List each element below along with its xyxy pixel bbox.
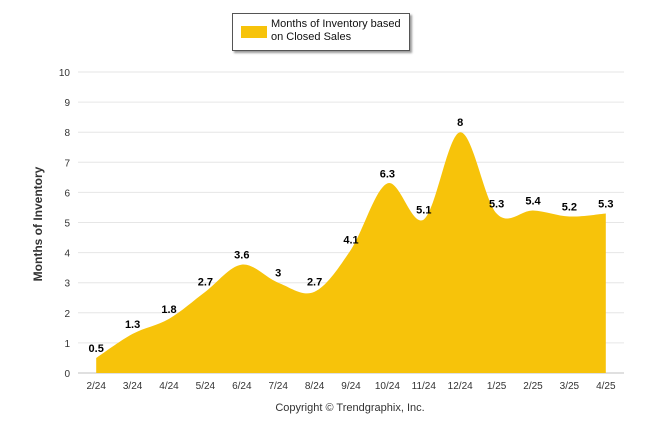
y-tick-label: 2 bbox=[64, 309, 70, 320]
x-tick-label: 12/24 bbox=[448, 381, 473, 392]
x-tick-label: 5/24 bbox=[196, 381, 216, 392]
data-label: 1.8 bbox=[161, 304, 176, 316]
x-tick-label: 3/24 bbox=[123, 381, 143, 392]
y-tick-label: 9 bbox=[64, 98, 70, 109]
x-tick-label: 8/24 bbox=[305, 381, 325, 392]
x-tick-label: 2/24 bbox=[86, 381, 106, 392]
legend-label: Months of Inventory based on Closed Sale… bbox=[271, 18, 401, 43]
y-tick-label: 0 bbox=[64, 369, 70, 380]
x-tick-label: 9/24 bbox=[341, 381, 361, 392]
y-tick-label: 7 bbox=[64, 158, 70, 169]
x-tick-label: 6/24 bbox=[232, 381, 252, 392]
x-tick-labels: 2/24 3/24 4/24 5/24 6/24 7/24 8/24 9/24 10/24 11/… bbox=[86, 381, 616, 392]
y-tick-label: 6 bbox=[64, 188, 70, 199]
data-label: 1.3 bbox=[125, 319, 140, 331]
y-tick-labels: 0 1 2 3 4 5 6 7 8 9 10 bbox=[59, 68, 71, 380]
series-area bbox=[96, 132, 606, 373]
data-label: 4.1 bbox=[343, 235, 358, 247]
x-tick-label: 1/25 bbox=[487, 381, 507, 392]
data-label: 2.7 bbox=[198, 277, 213, 289]
y-tick-label: 10 bbox=[59, 68, 71, 79]
x-tick-label: 11/24 bbox=[412, 381, 437, 392]
data-label: 5.2 bbox=[562, 201, 577, 213]
data-labels: 0.5 1.3 1.8 2.7 3.6 3 2.7 4.1 6.3 5.1 8 5.3 5.4 5.2 5.… bbox=[89, 117, 614, 355]
x-tick-label: 4/25 bbox=[596, 381, 616, 392]
y-tick-label: 5 bbox=[64, 219, 70, 230]
data-label: 2.7 bbox=[307, 277, 322, 289]
x-tick-label: 10/24 bbox=[375, 381, 400, 392]
y-tick-label: 1 bbox=[64, 339, 70, 350]
y-tick-label: 4 bbox=[64, 249, 70, 260]
data-label: 5.4 bbox=[525, 195, 541, 207]
data-label: 5.1 bbox=[416, 204, 431, 216]
x-tick-label: 2/25 bbox=[523, 381, 543, 392]
data-label: 3 bbox=[275, 268, 281, 280]
data-label: 3.6 bbox=[234, 250, 249, 262]
x-tick-label: 4/24 bbox=[159, 381, 179, 392]
data-label: 5.3 bbox=[598, 198, 613, 210]
y-axis-label: Months of Inventory bbox=[31, 166, 45, 282]
copyright: Copyright © Trendgraphix, Inc. bbox=[275, 402, 425, 414]
data-label: 5.3 bbox=[489, 198, 504, 210]
legend-swatch bbox=[241, 26, 267, 38]
y-tick-label: 3 bbox=[64, 279, 70, 290]
x-tick-label: 7/24 bbox=[268, 381, 288, 392]
data-label: 6.3 bbox=[380, 168, 395, 180]
x-tick-label: 3/25 bbox=[560, 381, 580, 392]
legend: Months of Inventory based on Closed Sale… bbox=[232, 13, 410, 51]
data-label: 8 bbox=[457, 117, 463, 129]
data-label: 0.5 bbox=[89, 343, 104, 355]
y-tick-label: 8 bbox=[64, 128, 70, 139]
